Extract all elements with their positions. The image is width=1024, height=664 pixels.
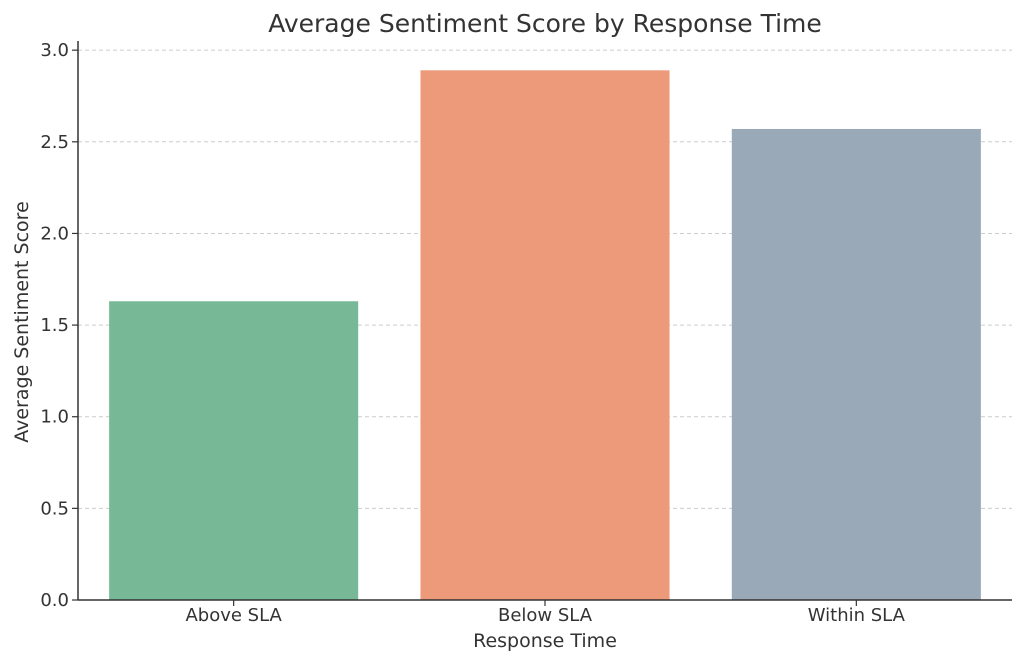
chart-title: Average Sentiment Score by Response Time xyxy=(268,9,822,38)
x-axis-ticks: Above SLA Below SLA Within SLA xyxy=(185,600,906,626)
y-tick-label: 0.0 xyxy=(40,590,69,611)
y-tick-label: 1.0 xyxy=(40,407,69,428)
bar-below-sla xyxy=(420,70,670,601)
bar-above-sla xyxy=(109,301,359,600)
y-tick-label: 0.5 xyxy=(40,498,69,519)
x-tick-label: Below SLA xyxy=(498,605,593,626)
y-tick-label: 1.5 xyxy=(40,315,69,336)
y-axis-label: Average Sentiment Score xyxy=(11,201,33,443)
x-tick-label: Above SLA xyxy=(185,605,282,626)
x-axis-label: Response Time xyxy=(473,630,617,652)
y-tick-label: 2.0 xyxy=(40,223,69,244)
y-tick-label: 2.5 xyxy=(40,132,69,153)
y-axis-ticks: 0.0 0.5 1.0 1.5 2.0 2.5 3.0 xyxy=(40,40,78,611)
bars xyxy=(109,70,981,601)
bar-within-sla xyxy=(731,128,981,601)
x-tick-label: Within SLA xyxy=(808,605,906,626)
y-tick-label: 3.0 xyxy=(40,40,69,61)
